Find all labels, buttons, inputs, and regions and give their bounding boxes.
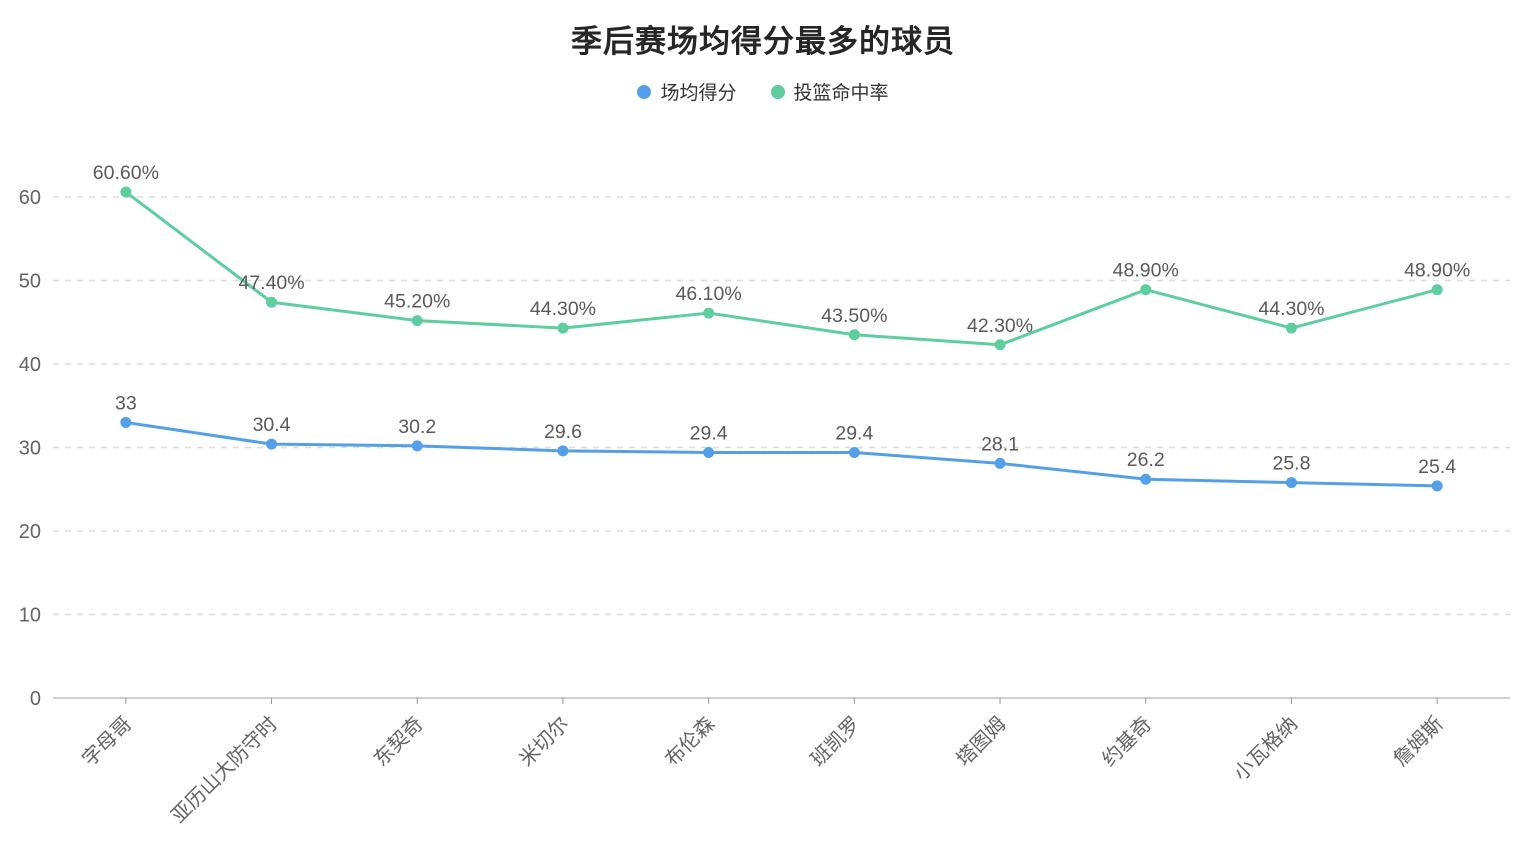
data-point[interactable] bbox=[1431, 284, 1443, 296]
data-label: 44.30% bbox=[1258, 298, 1324, 320]
x-axis-label: 约基奇 bbox=[1098, 712, 1157, 771]
data-point[interactable] bbox=[848, 329, 860, 341]
data-point[interactable] bbox=[1431, 480, 1443, 492]
data-label: 44.30% bbox=[530, 298, 596, 320]
legend-marker-circle-icon bbox=[770, 84, 785, 99]
data-label: 33 bbox=[115, 392, 137, 414]
legend-marker-circle-icon bbox=[637, 84, 652, 99]
y-axis-tick-label: 50 bbox=[19, 271, 41, 293]
y-axis-tick-label: 20 bbox=[19, 521, 41, 543]
data-label: 45.20% bbox=[384, 291, 450, 313]
x-axis-label: 小瓦格纳 bbox=[1229, 712, 1302, 785]
data-label: 30.2 bbox=[398, 416, 436, 438]
data-label: 42.30% bbox=[967, 315, 1033, 337]
x-axis-label: 布伦森 bbox=[660, 712, 719, 771]
data-point[interactable] bbox=[120, 416, 132, 428]
data-point[interactable] bbox=[1140, 473, 1152, 485]
data-point[interactable] bbox=[703, 307, 715, 319]
series-line-fg-percentage bbox=[124, 190, 1439, 347]
legend-label-fg-percentage: 投篮命中率 bbox=[793, 83, 889, 104]
data-label: 48.90% bbox=[1404, 260, 1470, 282]
data-point[interactable] bbox=[411, 315, 423, 327]
data-point[interactable] bbox=[557, 445, 569, 457]
data-label: 29.4 bbox=[690, 423, 728, 445]
data-label: 28.1 bbox=[981, 433, 1019, 455]
data-label: 25.4 bbox=[1418, 456, 1456, 478]
y-axis-tick-label: 30 bbox=[19, 438, 41, 460]
data-label: 26.2 bbox=[1127, 449, 1165, 471]
data-point[interactable] bbox=[994, 457, 1006, 469]
x-axis-label: 塔图姆 bbox=[952, 712, 1011, 771]
y-axis-tick-label: 60 bbox=[19, 187, 41, 209]
data-point[interactable] bbox=[1140, 284, 1152, 296]
data-point[interactable] bbox=[1285, 477, 1297, 489]
data-point[interactable] bbox=[1285, 322, 1297, 334]
series-line-points-per-game bbox=[124, 420, 1439, 488]
x-axis-label: 东契奇 bbox=[369, 712, 428, 771]
y-axis-tick-label: 0 bbox=[30, 688, 41, 710]
x-axis-label: 詹姆斯 bbox=[1389, 712, 1448, 771]
x-axis-label: 班凯罗 bbox=[806, 712, 865, 771]
data-point[interactable] bbox=[266, 296, 278, 308]
data-point[interactable] bbox=[994, 339, 1006, 351]
data-label: 48.90% bbox=[1113, 260, 1179, 282]
x-axis-label: 字母哥 bbox=[78, 712, 137, 771]
data-point[interactable] bbox=[411, 440, 423, 452]
legend-item-points-per-game[interactable]: 场均得分 bbox=[637, 78, 737, 105]
data-label: 30.4 bbox=[253, 414, 291, 436]
data-point[interactable] bbox=[120, 186, 132, 198]
y-axis-tick-label: 10 bbox=[19, 605, 41, 627]
data-label: 29.4 bbox=[835, 423, 873, 445]
data-point[interactable] bbox=[703, 447, 715, 459]
chart-title: 季后赛场均得分最多的球员 bbox=[571, 24, 955, 59]
legend: 场均得分 投篮命中率 bbox=[0, 78, 1526, 105]
y-axis-tick-label: 40 bbox=[19, 354, 41, 376]
x-axis-label: 亚历山大防守时 bbox=[167, 712, 282, 827]
data-label: 47.40% bbox=[238, 272, 304, 294]
data-label: 43.50% bbox=[821, 305, 887, 327]
data-point[interactable] bbox=[848, 447, 860, 459]
legend-item-fg-percentage[interactable]: 投篮命中率 bbox=[770, 78, 889, 105]
x-axis-label: 米切尔 bbox=[515, 712, 574, 771]
data-point[interactable] bbox=[557, 322, 569, 334]
data-label: 25.8 bbox=[1272, 453, 1310, 475]
data-point[interactable] bbox=[266, 438, 278, 450]
legend-label-points-per-game: 场均得分 bbox=[660, 83, 737, 104]
data-label: 29.6 bbox=[544, 421, 582, 443]
data-label: 60.60% bbox=[93, 162, 159, 184]
data-label: 46.10% bbox=[676, 283, 742, 305]
